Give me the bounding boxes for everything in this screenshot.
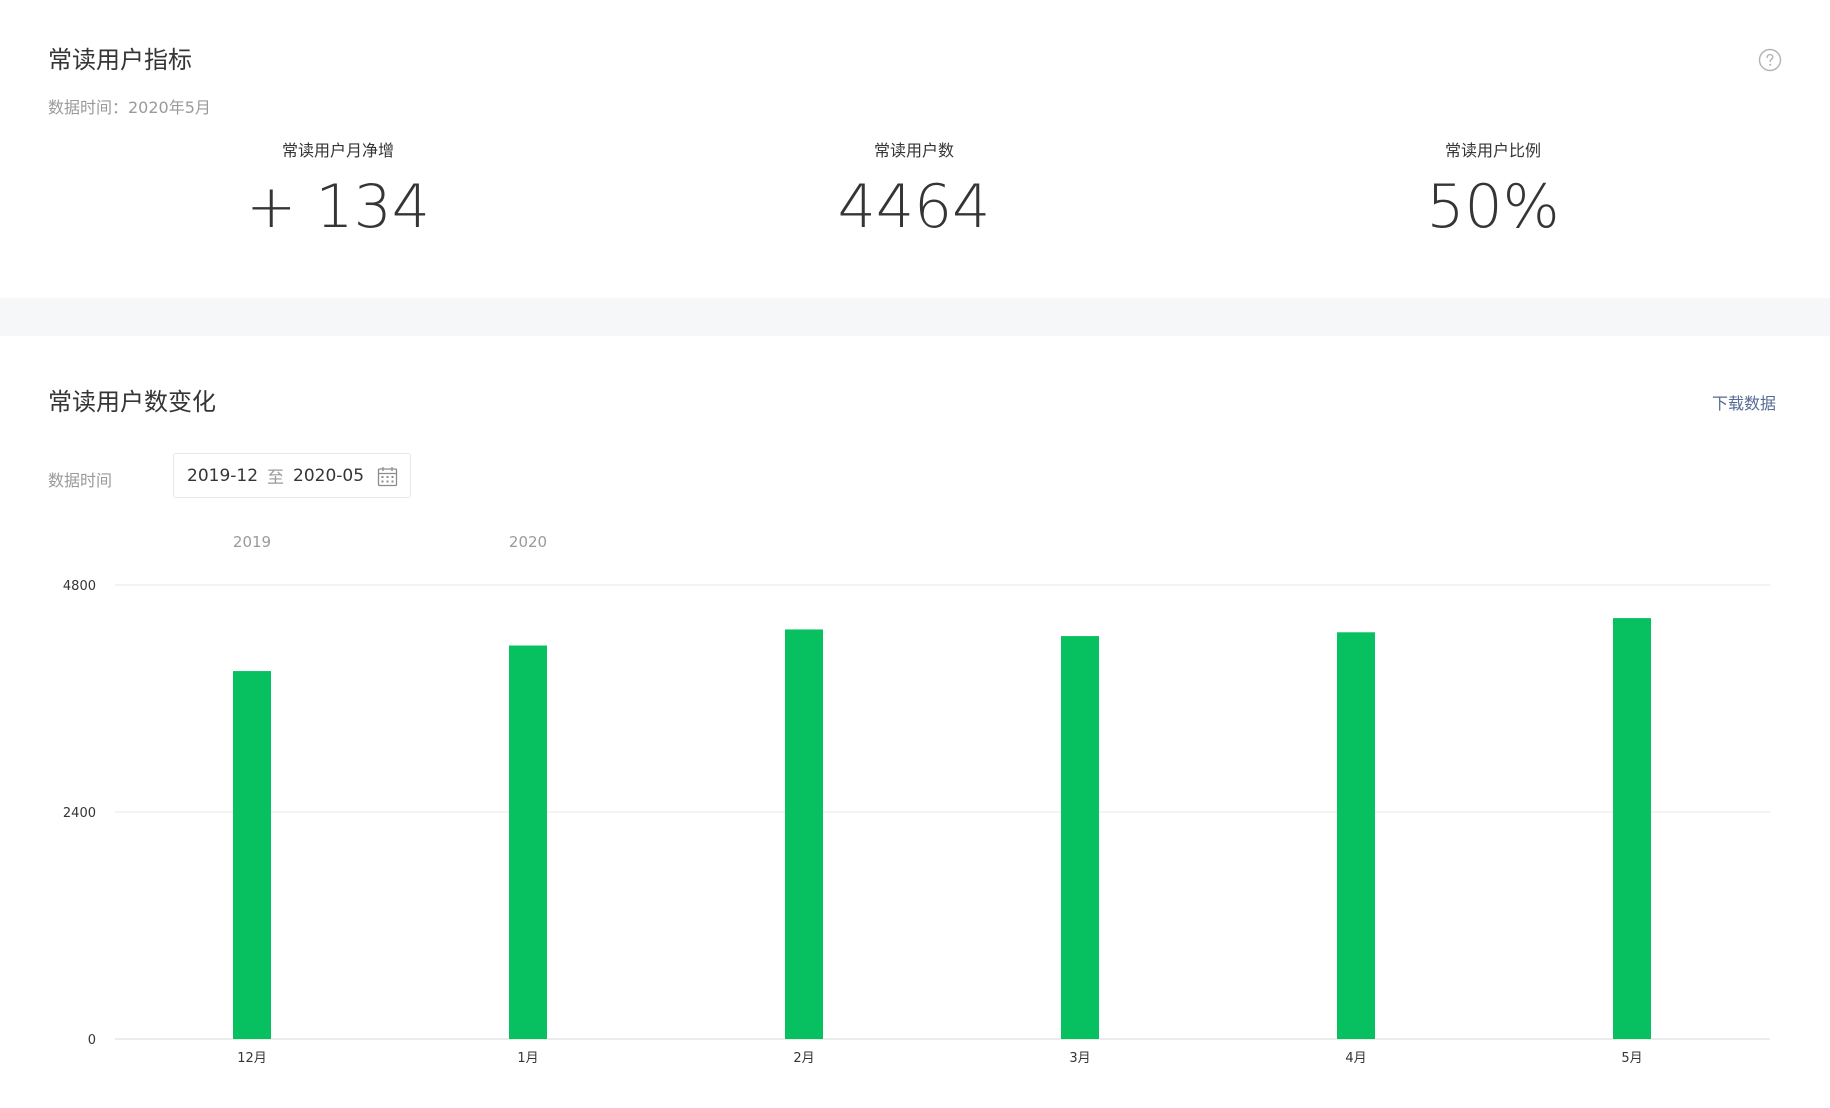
bar — [509, 645, 547, 1039]
summary-title: 常读用户指标 — [48, 46, 192, 74]
bar — [233, 671, 271, 1039]
date-range-label: 数据时间 — [48, 471, 113, 490]
bar — [1061, 636, 1099, 1039]
y-tick-label: 4800 — [63, 579, 96, 594]
x-tick-label: 3月 — [1069, 1051, 1090, 1066]
metric-label: 常读用户月净增 — [281, 141, 394, 160]
date-start: 2019-12 — [187, 465, 259, 486]
bar — [785, 629, 823, 1039]
summary-data-time: 数据时间：2020年5月 — [48, 98, 211, 117]
section-divider — [0, 298, 1830, 336]
metric-value: 4464 — [837, 172, 991, 242]
date-end: 2020-05 — [293, 465, 365, 486]
bar — [1337, 632, 1375, 1039]
date-range-picker[interactable]: 2019-12 至 2020-05 — [173, 453, 411, 498]
x-tick-label: 5月 — [1621, 1051, 1642, 1066]
year-label: 2020 — [509, 533, 547, 551]
bar — [1613, 618, 1651, 1039]
x-tick-label: 12月 — [237, 1051, 267, 1066]
metric-monthly-net-growth: 常读用户月净增 + 134 — [138, 140, 538, 242]
trend-bar-chart: 0 2400 4800 12月 1月 2月 3月 4月 5月 2019 2020 — [63, 533, 1770, 1066]
question-circle-icon[interactable] — [1758, 48, 1782, 72]
trend-title: 常读用户数变化 — [48, 388, 216, 416]
metric-frequent-readers: 常读用户数 4464 — [714, 140, 1114, 242]
metric-label: 常读用户比例 — [1444, 141, 1541, 160]
y-tick-label: 2400 — [63, 806, 96, 821]
x-tick-label: 1月 — [517, 1051, 538, 1066]
download-data-link[interactable]: 下载数据 — [1712, 394, 1777, 413]
metric-label: 常读用户数 — [873, 141, 954, 160]
calendar-icon[interactable] — [377, 466, 398, 487]
x-tick-label: 2月 — [793, 1051, 814, 1066]
metric-value: + 134 — [246, 172, 430, 242]
summary-panel: 常读用户指标 数据时间：2020年5月 常读用户月净增 + 134 常读用户数 … — [0, 0, 1830, 298]
x-tick-label: 4月 — [1345, 1051, 1366, 1066]
y-tick-label: 0 — [88, 1033, 96, 1048]
metric-value: 50% — [1426, 172, 1560, 242]
date-separator: 至 — [267, 468, 285, 488]
year-label: 2019 — [233, 533, 271, 551]
metric-frequent-ratio: 常读用户比例 50% — [1293, 140, 1693, 242]
